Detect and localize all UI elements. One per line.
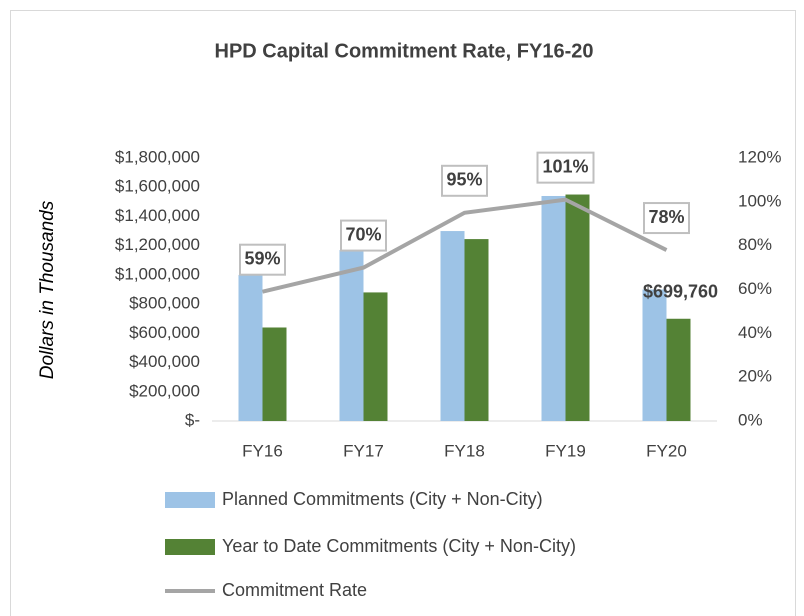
bar: [262, 327, 287, 421]
y2-tick-label: 20%: [738, 367, 772, 386]
y2-tick-label: 80%: [738, 235, 772, 254]
x-tick-label: FY17: [343, 441, 384, 460]
bar: [565, 194, 590, 421]
bar: [666, 318, 691, 421]
legend-label: Commitment Rate: [222, 580, 367, 600]
y-tick-label: $400,000: [129, 352, 200, 371]
data-label: 70%: [345, 224, 381, 244]
bar: [363, 292, 388, 421]
data-label: 78%: [648, 207, 684, 227]
x-tick-label: FY20: [646, 441, 687, 460]
data-label: 95%: [446, 170, 482, 190]
y2-tick-label: 120%: [738, 147, 781, 166]
data-label: 59%: [244, 248, 280, 268]
y-tick-label: $800,000: [129, 294, 200, 313]
legend-label: Planned Commitments (City + Non-City): [222, 489, 543, 509]
legend-swatch: [165, 492, 215, 508]
y-tick-label: $1,800,000: [115, 147, 200, 166]
y-axis-label: Dollars in Thousands: [37, 200, 58, 379]
legend-label: Year to Date Commitments (City + Non-Cit…: [222, 536, 576, 556]
chart-title: HPD Capital Commitment Rate, FY16-20: [215, 40, 594, 62]
rate-line: [262, 197, 668, 294]
data-label-box: [643, 202, 690, 235]
chart-border: [10, 10, 796, 616]
legend-swatch: [165, 539, 215, 555]
y-tick-label: $1,600,000: [115, 177, 200, 196]
x-tick-label: FY19: [545, 441, 586, 460]
bar: [238, 274, 263, 421]
y-tick-label: $1,200,000: [115, 235, 200, 254]
data-label-box: [441, 164, 488, 197]
bar: [440, 231, 465, 421]
y2-tick-label: 100%: [738, 191, 781, 210]
y2-tick-label: 40%: [738, 323, 772, 342]
y-tick-label: $200,000: [129, 381, 200, 400]
bar: [642, 289, 667, 421]
bar: [541, 195, 566, 421]
data-label-box: [536, 151, 595, 184]
y2-tick-label: 0%: [738, 410, 763, 429]
data-label: 101%: [542, 156, 588, 176]
data-label-box: [239, 243, 286, 276]
x-tick-label: FY18: [444, 441, 485, 460]
y-tick-label: $600,000: [129, 323, 200, 342]
bar: [464, 239, 489, 421]
y-tick-label: $1,000,000: [115, 264, 200, 283]
data-label-box: [340, 219, 387, 252]
y2-tick-label: 60%: [738, 279, 772, 298]
x-tick-label: FY16: [242, 441, 283, 460]
y-tick-label: $1,400,000: [115, 206, 200, 225]
bar: [339, 250, 364, 421]
data-label: $699,760: [643, 282, 718, 302]
y-tick-label: $-: [185, 410, 200, 429]
